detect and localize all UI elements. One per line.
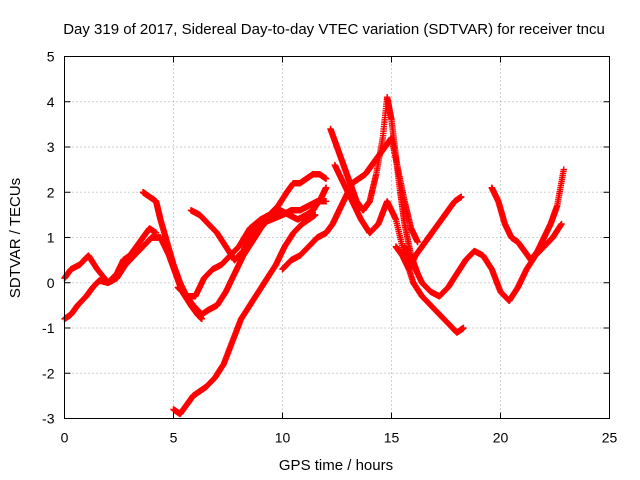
x-tick-label: 15 bbox=[384, 430, 400, 446]
axis-ticks: 0 5 10 15 20 25 -3 -2 -1 0 1 2 3 4 5 bbox=[42, 49, 617, 446]
y-axis-label: SDTVAR / TECUs bbox=[7, 178, 24, 298]
series-arc-j bbox=[392, 193, 465, 273]
x-tick-label: 5 bbox=[170, 430, 178, 446]
y-tick-label: -3 bbox=[42, 411, 55, 427]
data-marks bbox=[61, 94, 567, 418]
series-arc-f bbox=[187, 198, 330, 264]
data-point bbox=[560, 166, 567, 173]
series-arc-e bbox=[170, 211, 319, 418]
data-point bbox=[414, 238, 421, 246]
y-tick-label: 5 bbox=[47, 49, 55, 65]
series-arc-d bbox=[174, 170, 330, 300]
x-axis-label: GPS time / hours bbox=[279, 457, 393, 474]
data-point bbox=[458, 193, 465, 200]
chart-title: Day 319 of 2017, Sidereal Day-to-day VTE… bbox=[63, 21, 605, 38]
y-tick-label: 1 bbox=[47, 230, 55, 246]
y-tick-label: -1 bbox=[42, 320, 55, 336]
data-point bbox=[558, 220, 565, 228]
data-point bbox=[322, 198, 330, 205]
data-point bbox=[312, 211, 319, 219]
x-tick-label: 20 bbox=[493, 430, 509, 446]
y-tick-label: 4 bbox=[47, 94, 55, 110]
series-arc-l bbox=[488, 166, 567, 264]
x-tick-label: 0 bbox=[61, 430, 69, 446]
x-tick-label: 25 bbox=[602, 430, 618, 446]
y-tick-label: 2 bbox=[47, 184, 55, 200]
y-tick-label: -2 bbox=[42, 365, 55, 381]
data-point bbox=[152, 229, 160, 237]
data-point bbox=[322, 184, 330, 191]
data-point bbox=[460, 324, 467, 332]
data-point bbox=[322, 175, 330, 182]
series-arc-k bbox=[401, 220, 565, 305]
y-tick-label: 3 bbox=[47, 139, 55, 155]
y-tick-label: 0 bbox=[47, 275, 55, 291]
x-tick-label: 10 bbox=[275, 430, 291, 446]
series-arc-b bbox=[61, 225, 160, 286]
